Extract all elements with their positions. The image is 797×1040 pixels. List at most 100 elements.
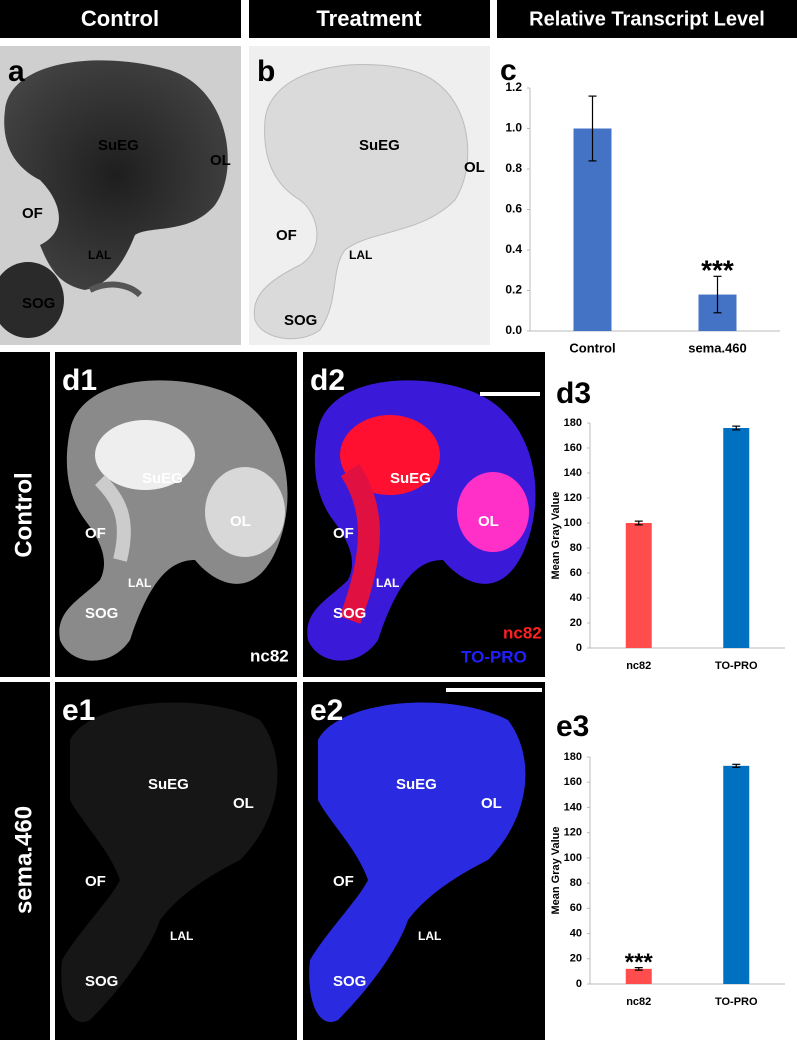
x-tick-label: TO-PRO bbox=[715, 996, 758, 1008]
chart-bg bbox=[497, 46, 797, 345]
row-label-bar bbox=[0, 682, 50, 1040]
region-label: OF bbox=[22, 205, 43, 222]
region-label: SOG bbox=[333, 973, 366, 990]
y-tick-label: 20 bbox=[570, 617, 582, 629]
x-tick-label: nc82 bbox=[626, 996, 651, 1008]
header-title: Control bbox=[81, 6, 159, 31]
y-tick-label: 120 bbox=[564, 492, 582, 504]
region-label: SOG bbox=[333, 605, 366, 622]
bar bbox=[625, 523, 652, 648]
panel-letter: d3 bbox=[556, 377, 591, 410]
y-tick-label: 140 bbox=[564, 801, 582, 813]
panel-letter: e3 bbox=[556, 710, 589, 743]
region-label: LAL bbox=[349, 248, 372, 262]
header-bar bbox=[497, 0, 797, 38]
y-tick-label: 60 bbox=[570, 902, 582, 914]
y-tick-label: 0.6 bbox=[505, 202, 522, 216]
region-label: LAL bbox=[170, 929, 193, 943]
micrograph-d1 bbox=[55, 352, 297, 677]
region-label: SOG bbox=[85, 973, 118, 990]
x-tick-label: sema.460 bbox=[688, 340, 747, 355]
y-tick-label: 100 bbox=[564, 517, 582, 529]
channel-label: TO-PRO bbox=[461, 647, 527, 666]
y-tick-label: 0.0 bbox=[505, 323, 522, 337]
significance-label: *** bbox=[701, 255, 734, 286]
y-tick-label: 140 bbox=[564, 467, 582, 479]
region-label: OF bbox=[85, 873, 106, 890]
y-axis-title: Mean Gray Value bbox=[550, 491, 562, 579]
region-label: SuEG bbox=[359, 137, 400, 154]
y-tick-label: 160 bbox=[564, 442, 582, 454]
region-label: SuEG bbox=[396, 776, 437, 793]
panel-letter: c bbox=[500, 54, 517, 87]
region-label: OL bbox=[233, 795, 254, 812]
region-label: SuEG bbox=[148, 776, 189, 793]
row-label: Control bbox=[10, 472, 37, 557]
y-tick-label: 180 bbox=[564, 751, 582, 763]
y-tick-label: 0 bbox=[576, 978, 582, 990]
region-label: SOG bbox=[22, 295, 55, 312]
y-tick-label: 80 bbox=[570, 542, 582, 554]
region-label: OF bbox=[85, 525, 106, 542]
header-bar bbox=[0, 0, 241, 38]
y-tick-label: 40 bbox=[570, 927, 582, 939]
error-bar bbox=[732, 763, 741, 768]
x-tick-label: TO-PRO bbox=[715, 660, 758, 672]
x-tick-label: nc82 bbox=[626, 660, 651, 672]
chart-bg bbox=[552, 352, 797, 677]
panel-letter: b bbox=[257, 55, 275, 88]
region-label: OF bbox=[333, 525, 354, 542]
micrograph-e1 bbox=[55, 682, 297, 1040]
y-tick-label: 40 bbox=[570, 592, 582, 604]
y-tick-label: 20 bbox=[570, 953, 582, 965]
y-tick-label: 120 bbox=[564, 827, 582, 839]
y-tick-label: 1.0 bbox=[505, 121, 522, 135]
error-bar bbox=[634, 520, 643, 526]
region-label: SuEG bbox=[98, 137, 139, 154]
region-label: LAL bbox=[128, 576, 151, 590]
region-label: OL bbox=[481, 795, 502, 812]
header-bar bbox=[249, 0, 490, 38]
region-label: OL bbox=[230, 513, 251, 530]
region-label: nc82 bbox=[250, 646, 289, 665]
y-tick-label: 0.2 bbox=[505, 283, 522, 297]
significance-label: *** bbox=[625, 949, 654, 976]
y-tick-label: 100 bbox=[564, 852, 582, 864]
region-label: SuEG bbox=[142, 470, 183, 487]
micrograph-b bbox=[249, 46, 490, 345]
y-tick-label: 80 bbox=[570, 877, 582, 889]
header-title: Relative Transcript Level bbox=[529, 8, 765, 30]
bar bbox=[723, 428, 750, 648]
region-label: LAL bbox=[376, 576, 399, 590]
error-bar bbox=[713, 275, 722, 314]
header-title: Treatment bbox=[316, 6, 422, 31]
y-tick-label: 0.8 bbox=[505, 161, 522, 175]
y-tick-label: 1.2 bbox=[505, 80, 522, 94]
row-label-bar bbox=[0, 352, 50, 677]
y-tick-label: 0 bbox=[576, 642, 582, 654]
region-label: LAL bbox=[418, 929, 441, 943]
region-label: OL bbox=[464, 159, 485, 176]
micrograph-d2 bbox=[303, 352, 545, 677]
region-label: SOG bbox=[284, 312, 317, 329]
y-tick-label: 60 bbox=[570, 567, 582, 579]
region-label: OL bbox=[478, 513, 499, 530]
error-bar bbox=[588, 95, 597, 162]
region-label: OF bbox=[333, 873, 354, 890]
region-label: LAL bbox=[88, 248, 111, 262]
row-label: sema.460 bbox=[10, 806, 37, 914]
y-axis-title: Mean Gray Value bbox=[550, 826, 562, 914]
y-tick-label: 0.4 bbox=[505, 242, 522, 256]
panel-letter: e1 bbox=[62, 694, 95, 727]
bar bbox=[573, 128, 612, 331]
y-tick-label: 160 bbox=[564, 776, 582, 788]
region-label: SOG bbox=[85, 605, 118, 622]
panel-letter: d2 bbox=[310, 364, 345, 397]
panel-letter: a bbox=[8, 55, 25, 88]
region-label: OL bbox=[210, 152, 231, 169]
bar bbox=[723, 765, 750, 984]
y-tick-label: 180 bbox=[564, 417, 582, 429]
bar bbox=[625, 968, 652, 984]
